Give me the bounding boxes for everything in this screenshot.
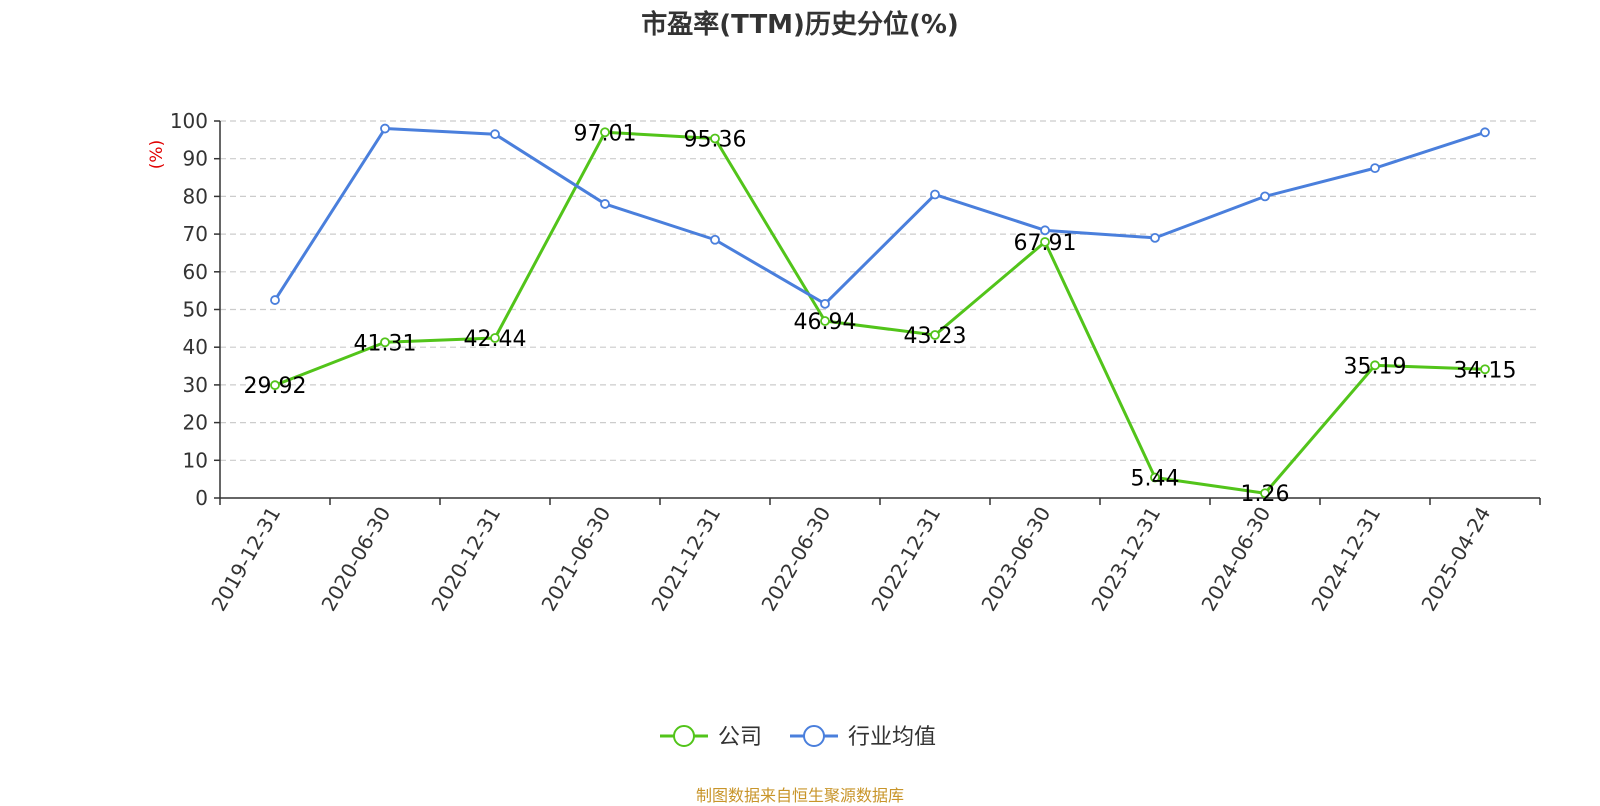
y-tick-label: 20 bbox=[183, 411, 208, 435]
data-label: 1.26 bbox=[1241, 482, 1290, 507]
y-tick-label: 80 bbox=[183, 184, 208, 208]
y-tick-label: 30 bbox=[183, 373, 208, 397]
legend-marker bbox=[803, 725, 825, 747]
data-label: 95.36 bbox=[684, 127, 747, 152]
legend-marker bbox=[673, 725, 695, 747]
chart-title: 市盈率(TTM)历史分位(%) bbox=[641, 10, 959, 40]
data-point bbox=[930, 189, 940, 200]
data-point bbox=[380, 123, 390, 134]
data-point bbox=[1480, 364, 1490, 375]
data-point bbox=[1040, 225, 1050, 236]
source-note: 制图数据来自恒生聚源数据库 bbox=[695, 786, 904, 805]
data-point bbox=[600, 199, 610, 209]
data-point bbox=[710, 133, 720, 144]
y-tick-label: 90 bbox=[183, 147, 208, 171]
data-point bbox=[1260, 488, 1270, 499]
y-tick-label: 60 bbox=[183, 260, 208, 284]
data-point bbox=[1370, 360, 1380, 371]
grid-lines bbox=[220, 120, 1540, 461]
x-tick-label: 2025-04-24 bbox=[1416, 503, 1495, 616]
y-tick-label: 0 bbox=[195, 486, 208, 510]
x-tick-label: 2022-12-31 bbox=[866, 503, 945, 616]
data-label: 35.19 bbox=[1344, 354, 1407, 379]
y-tick-label: 10 bbox=[183, 448, 208, 472]
data-point bbox=[270, 295, 280, 305]
y-tick-label: 100 bbox=[170, 109, 208, 133]
data-point bbox=[490, 333, 500, 343]
data-point bbox=[1150, 472, 1160, 483]
x-tick-label: 2024-12-31 bbox=[1306, 503, 1385, 616]
y-tick-label: 40 bbox=[183, 335, 208, 359]
series-line-1 bbox=[273, 127, 1486, 306]
data-point bbox=[930, 330, 940, 340]
data-labels: 29.92 41.31 42.44 97.01 95.36 46.94 43.23 67.91… bbox=[244, 121, 1517, 507]
data-point bbox=[820, 316, 830, 326]
legend[interactable]: 公司 行业均值 bbox=[660, 725, 936, 750]
x-tick-label: 2019-12-31 bbox=[206, 503, 285, 616]
axes: 0 10 20 30 40 50 60 70 80 90 100(%) 2019-12-31 2020-… bbox=[147, 109, 1541, 616]
data-label: 29.92 bbox=[244, 374, 307, 399]
data-label: 43.23 bbox=[904, 324, 967, 349]
y-axis-label: (%) bbox=[147, 140, 167, 169]
data-label: 46.94 bbox=[794, 310, 857, 335]
data-point bbox=[1480, 127, 1490, 138]
data-point bbox=[710, 234, 720, 245]
data-label: 67.91 bbox=[1014, 231, 1077, 256]
y-tick-label: 50 bbox=[183, 298, 208, 322]
x-tick-label: 2023-06-30 bbox=[976, 503, 1055, 616]
series-layer bbox=[270, 123, 1490, 499]
data-label: 41.31 bbox=[354, 331, 417, 356]
x-tick-label: 2020-12-31 bbox=[426, 503, 505, 616]
legend-label: 行业均值 bbox=[848, 725, 936, 750]
data-point bbox=[600, 127, 610, 138]
x-tick-label: 2021-06-30 bbox=[536, 503, 615, 616]
x-tick-label: 2020-06-30 bbox=[316, 503, 395, 616]
data-point bbox=[1370, 163, 1380, 174]
x-tick-label: 2021-12-31 bbox=[646, 503, 725, 616]
data-label: 97.01 bbox=[574, 121, 637, 146]
data-point bbox=[820, 298, 830, 309]
data-label: 42.44 bbox=[464, 327, 527, 352]
data-point bbox=[270, 380, 280, 391]
data-point bbox=[1150, 232, 1160, 243]
data-point bbox=[1040, 237, 1050, 247]
data-label: 5.44 bbox=[1131, 466, 1180, 491]
data-point bbox=[380, 337, 390, 348]
legend-label: 公司 bbox=[718, 725, 762, 750]
x-tick-label: 2024-06-30 bbox=[1196, 503, 1275, 616]
series-line-0 bbox=[274, 130, 1486, 495]
x-tick-label: 2023-12-31 bbox=[1086, 503, 1165, 616]
data-label: 34.15 bbox=[1454, 358, 1517, 383]
y-tick-label: 70 bbox=[183, 222, 208, 246]
legend-item-0[interactable]: 公司 bbox=[660, 725, 762, 750]
legend-item-1[interactable]: 行业均值 bbox=[790, 725, 936, 750]
data-point bbox=[490, 129, 500, 140]
x-tick-label: 2022-06-30 bbox=[756, 503, 835, 616]
data-point bbox=[1260, 191, 1270, 202]
